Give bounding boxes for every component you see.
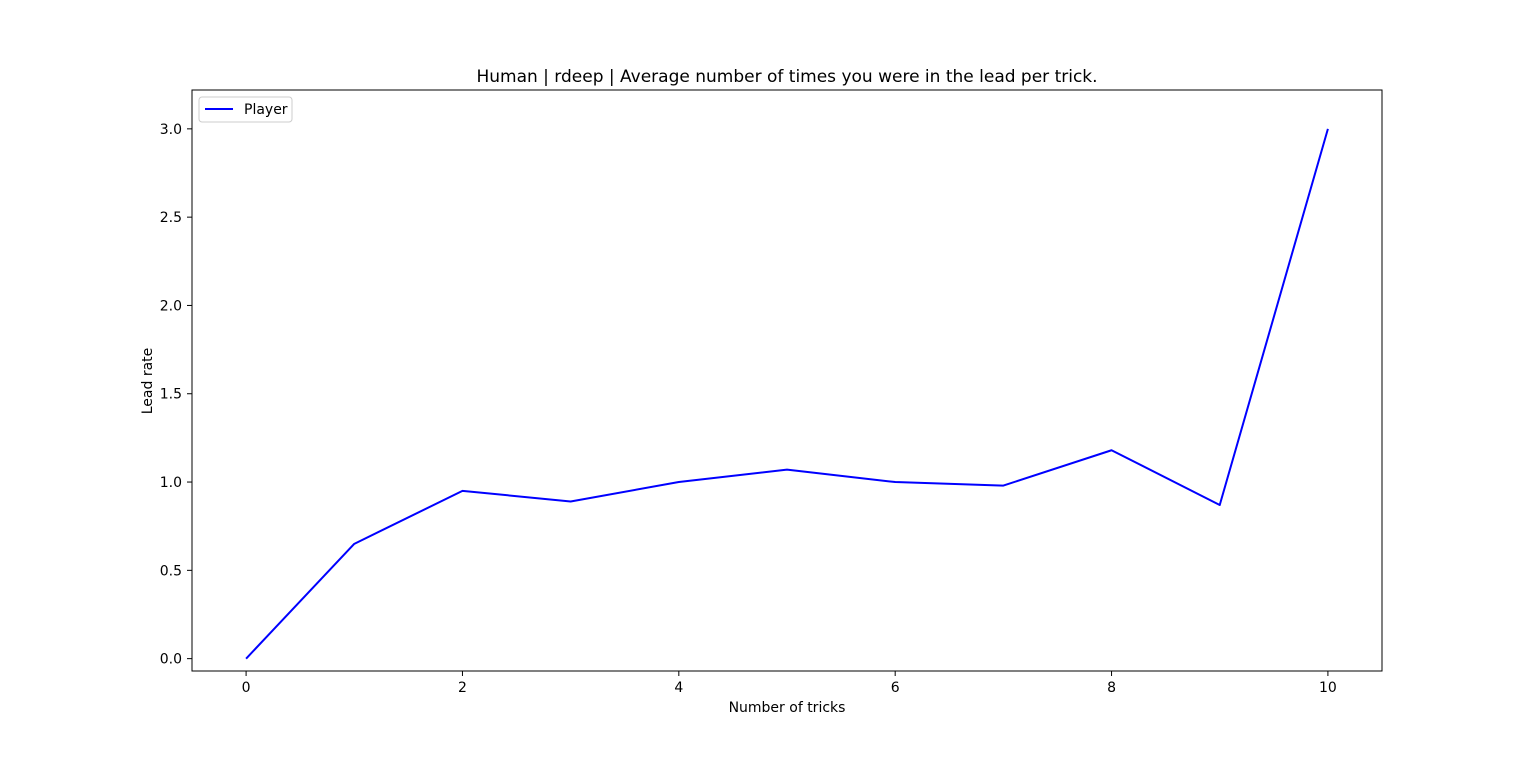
y-tick-label: 0.5 <box>160 563 182 579</box>
y-axis-ticks: 0.0 0.5 1.0 1.5 2.0 2.5 3.0 <box>160 122 192 668</box>
y-tick-label: 1.5 <box>160 387 182 403</box>
y-tick-label: 2.5 <box>160 210 182 226</box>
x-tick-label: 10 <box>1319 680 1337 696</box>
data-point <box>570 500 572 502</box>
series-line-player <box>245 128 1329 660</box>
x-axis-label: Number of tricks <box>729 700 846 716</box>
data-point <box>1219 504 1221 506</box>
data-point <box>1111 449 1113 451</box>
data-point <box>678 481 680 483</box>
legend: Player <box>198 96 293 123</box>
series-layer <box>245 128 1329 660</box>
y-tick-label: 3.0 <box>160 122 182 138</box>
data-point <box>245 658 247 660</box>
y-tick-label: 0.0 <box>160 652 182 668</box>
data-point <box>353 543 355 545</box>
x-tick-label: 2 <box>458 680 467 696</box>
plot-frame <box>191 89 1383 672</box>
x-tick-label: 0 <box>242 680 251 696</box>
x-tick-label: 4 <box>674 680 683 696</box>
data-point <box>786 469 788 471</box>
y-axis-label: Lead rate <box>140 348 156 415</box>
x-tick-label: 8 <box>1107 680 1116 696</box>
x-axis-ticks: 0 2 4 6 8 10 <box>242 671 1337 696</box>
y-tick-label: 1.0 <box>160 475 182 491</box>
y-tick-label: 2.0 <box>160 298 182 314</box>
legend-label-player: Player <box>244 102 288 118</box>
data-point <box>461 490 463 492</box>
legend-box <box>198 96 293 123</box>
chart-title: Human | rdeep | Average number of times … <box>476 67 1097 87</box>
data-point <box>1002 485 1004 487</box>
data-point <box>894 481 896 483</box>
x-tick-label: 6 <box>891 680 900 696</box>
data-point <box>1327 128 1329 130</box>
